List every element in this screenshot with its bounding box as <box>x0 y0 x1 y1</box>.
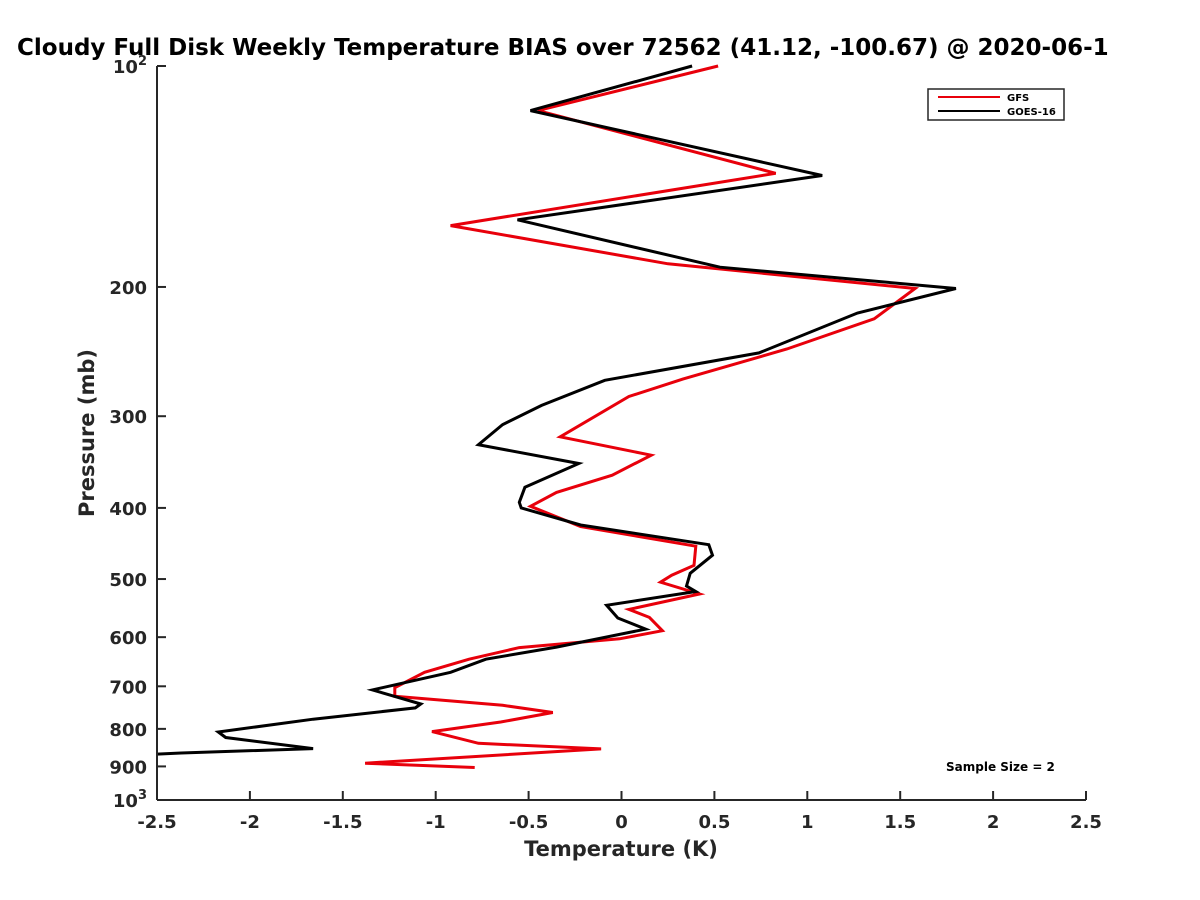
y-tick-label: 102 <box>113 54 147 78</box>
chart-title: Cloudy Full Disk Weekly Temperature BIAS… <box>17 35 1109 61</box>
chart-legend: GFS GOES-16 <box>927 88 1065 121</box>
legend-label-gfs: GFS <box>1007 93 1029 104</box>
y-tick-label: 300 <box>109 407 147 428</box>
y-axis: 102 200 300 400 500 600 700 800 900 103 <box>109 54 166 812</box>
y-tick-label: 500 <box>109 570 147 591</box>
x-tick-label: 1.5 <box>884 812 916 833</box>
series-line-goes16 <box>156 64 957 756</box>
y-tick-label: 103 <box>113 788 147 812</box>
x-tick-label: -0.5 <box>509 812 548 833</box>
y-tick-label: 900 <box>109 757 147 778</box>
sample-size-annotation: Sample Size = 2 <box>946 760 1055 774</box>
plot-area <box>156 64 957 769</box>
y-tick-label: 400 <box>109 499 147 520</box>
y-axis-label: Pressure (mb) <box>75 349 99 517</box>
x-tick-label: 2 <box>987 812 1000 833</box>
x-tick-label: -2.5 <box>137 812 176 833</box>
y-tick-label: 800 <box>109 720 147 741</box>
y-tick-label: 200 <box>109 278 147 299</box>
x-tick-label: 0.5 <box>698 812 730 833</box>
x-tick-label: 1 <box>801 812 814 833</box>
x-tick-label: -1.5 <box>323 812 362 833</box>
y-tick-label: 700 <box>109 677 147 698</box>
x-tick-label: -1 <box>426 812 446 833</box>
x-axis-label: Temperature (K) <box>524 837 718 861</box>
legend-label-goes16: GOES-16 <box>1007 107 1056 118</box>
x-axis: -2.5 -2 -1.5 -1 -0.5 0 0.5 1 1.5 2 2.5 <box>137 791 1102 833</box>
series-line-gfs <box>365 64 920 769</box>
y-tick-label: 600 <box>109 628 147 649</box>
x-tick-label: 2.5 <box>1070 812 1102 833</box>
x-tick-label: -2 <box>240 812 260 833</box>
x-tick-label: 0 <box>615 812 628 833</box>
